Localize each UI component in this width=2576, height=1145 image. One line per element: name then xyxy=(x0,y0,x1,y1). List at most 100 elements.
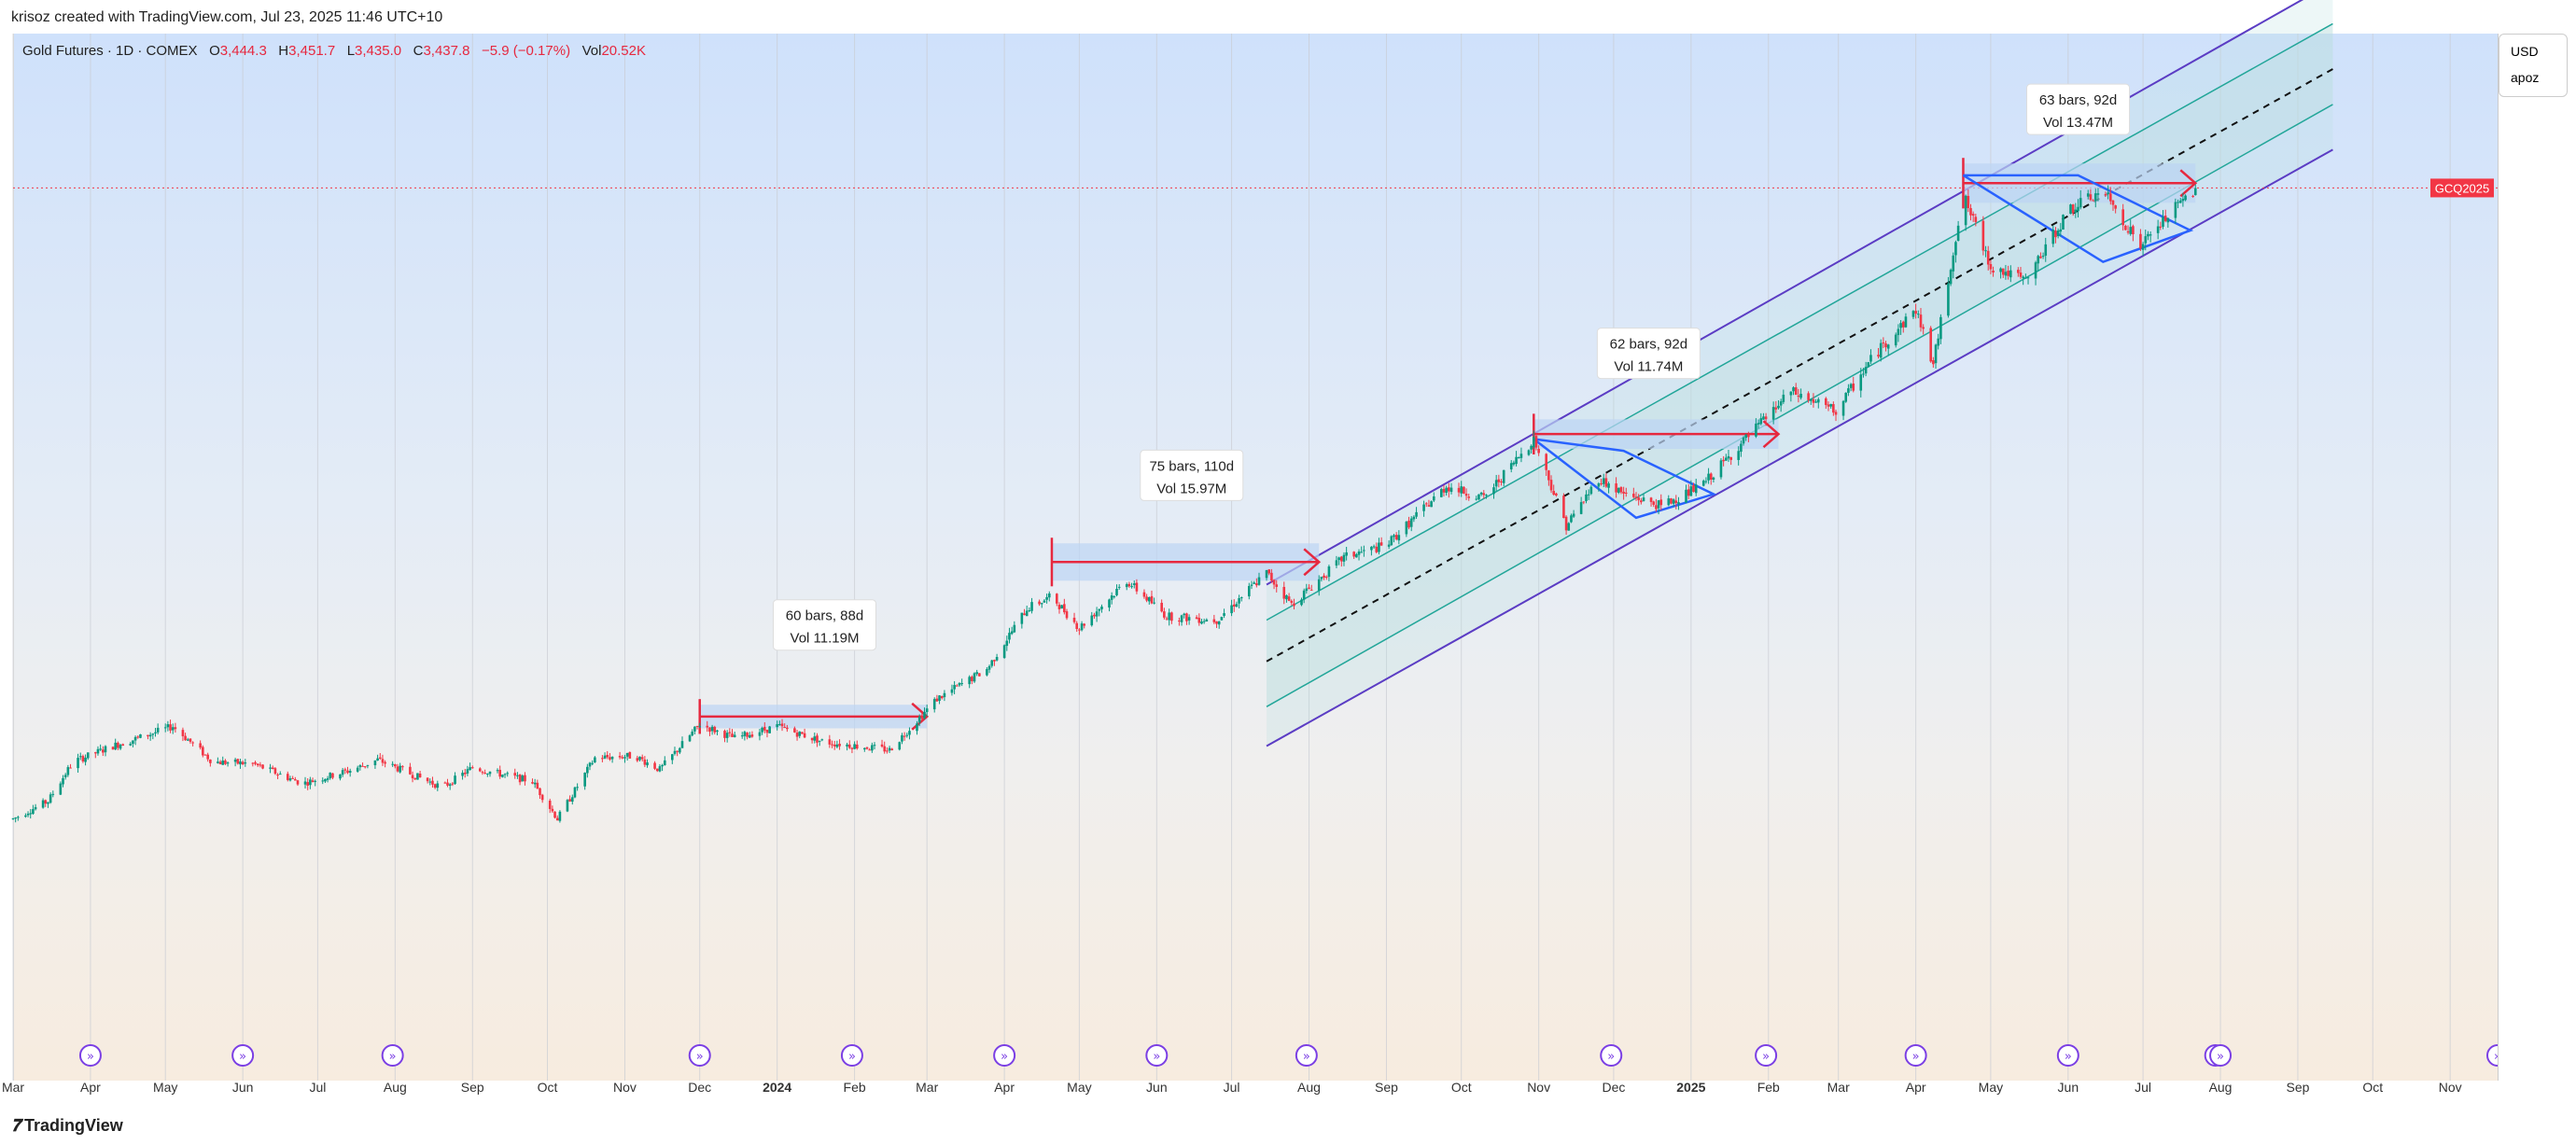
footer-brand[interactable]: 𝟕 TradingView xyxy=(11,1116,123,1136)
candle-body xyxy=(1212,619,1216,622)
candle-body xyxy=(1235,604,1239,607)
candle-body xyxy=(341,770,344,775)
candle-body xyxy=(239,761,242,765)
event-icon[interactable] xyxy=(1145,1044,1169,1067)
candle-body xyxy=(102,749,105,753)
candle-body xyxy=(1517,456,1520,458)
candle-body xyxy=(1232,604,1236,607)
event-icon[interactable] xyxy=(1600,1044,1623,1067)
event-icon[interactable] xyxy=(1295,1044,1318,1067)
candle-body xyxy=(1602,478,1605,484)
channel-line-inner[interactable] xyxy=(1266,22,2333,621)
candle-body xyxy=(688,735,692,742)
candle-body xyxy=(1282,586,1286,599)
candle-body xyxy=(1899,323,1902,328)
event-icon[interactable] xyxy=(381,1044,404,1067)
candle-body xyxy=(451,783,455,785)
candle-body xyxy=(938,695,941,702)
candle-body xyxy=(394,763,397,767)
candle-body xyxy=(820,739,824,741)
event-icon[interactable] xyxy=(2209,1044,2233,1067)
candle-body xyxy=(765,729,769,733)
candle-body xyxy=(1300,599,1303,606)
candle-body xyxy=(1255,583,1258,586)
candle-body xyxy=(506,773,510,775)
candle-body xyxy=(1479,492,1483,495)
candle-body xyxy=(1220,617,1224,621)
currency-box[interactable]: USD apoz xyxy=(2499,34,2568,97)
candle-body xyxy=(346,770,349,774)
candle-body xyxy=(1202,621,1206,622)
candle-body xyxy=(381,759,385,763)
event-icon[interactable] xyxy=(993,1044,1016,1067)
event-icon[interactable] xyxy=(840,1044,863,1067)
candle-body xyxy=(51,793,55,795)
candle-body xyxy=(713,726,717,733)
candle-body xyxy=(558,811,562,821)
candle-body xyxy=(1187,617,1191,621)
channel-line-outer[interactable] xyxy=(1266,148,2333,747)
event-icon[interactable] xyxy=(1755,1044,1778,1067)
candle-body xyxy=(973,673,976,682)
candle-body xyxy=(1185,613,1188,621)
candle-body xyxy=(1183,613,1186,616)
candle-body xyxy=(1020,612,1024,624)
candle-body xyxy=(1934,344,1938,364)
event-icon[interactable] xyxy=(231,1044,255,1067)
candle-body xyxy=(259,764,262,766)
candle-body xyxy=(609,757,611,760)
symbol-name[interactable]: Gold Futures · 1D · COMEX xyxy=(22,43,198,59)
channel-line-outer[interactable] xyxy=(1266,0,2332,586)
candle-body xyxy=(1323,575,1325,579)
event-icon[interactable] xyxy=(688,1044,711,1067)
event-icon[interactable] xyxy=(2056,1044,2079,1067)
candle-body xyxy=(111,747,115,750)
candle-body xyxy=(1879,342,1883,358)
candle-body xyxy=(1692,485,1695,493)
candle-body xyxy=(536,782,539,789)
candle-body xyxy=(1864,367,1868,374)
candle-body xyxy=(1080,623,1084,631)
candle-body xyxy=(776,724,778,728)
x-tick-label: Aug xyxy=(2209,1080,2233,1095)
channel-line-inner[interactable] xyxy=(1266,104,2333,707)
candle-body xyxy=(1832,404,1835,413)
candle-body xyxy=(1309,589,1313,591)
candle-body xyxy=(24,815,27,817)
candle-body xyxy=(1807,393,1810,400)
candle-body xyxy=(1707,473,1710,481)
candle-body xyxy=(1981,220,1985,251)
x-tick-label: Jul xyxy=(2135,1080,2151,1095)
candle-body xyxy=(166,724,170,728)
candle-body xyxy=(1412,516,1416,520)
candle-body xyxy=(254,761,257,764)
candle-body xyxy=(1008,633,1011,640)
event-icon[interactable] xyxy=(1904,1044,1927,1067)
candle-body xyxy=(971,677,973,681)
candle-body xyxy=(303,781,307,785)
candle-body xyxy=(296,780,300,785)
candle-body xyxy=(1352,552,1355,557)
candle-body xyxy=(623,757,626,759)
event-icon[interactable] xyxy=(78,1044,102,1067)
candle-body xyxy=(1393,535,1395,538)
candle-body xyxy=(1090,615,1094,626)
price-axis[interactable] xyxy=(2498,34,2576,1081)
channel-line-dashed-mid[interactable] xyxy=(1266,68,2333,663)
candle-body xyxy=(93,752,97,754)
candle-body xyxy=(905,734,909,736)
candle-body xyxy=(416,773,419,780)
candle-body xyxy=(221,761,225,765)
candle-body xyxy=(1719,460,1723,478)
candle-body xyxy=(1744,434,1748,439)
candle-body xyxy=(591,762,594,764)
candle-body xyxy=(2056,230,2060,236)
scale-mode-label: apoz xyxy=(2511,70,2540,85)
candle-body xyxy=(1549,480,1553,491)
candle-body xyxy=(708,727,711,733)
candle-body xyxy=(314,780,317,782)
flag-pattern-line[interactable] xyxy=(1533,438,1717,520)
candle-body xyxy=(1142,592,1146,597)
measure-label-box xyxy=(1596,328,1701,380)
